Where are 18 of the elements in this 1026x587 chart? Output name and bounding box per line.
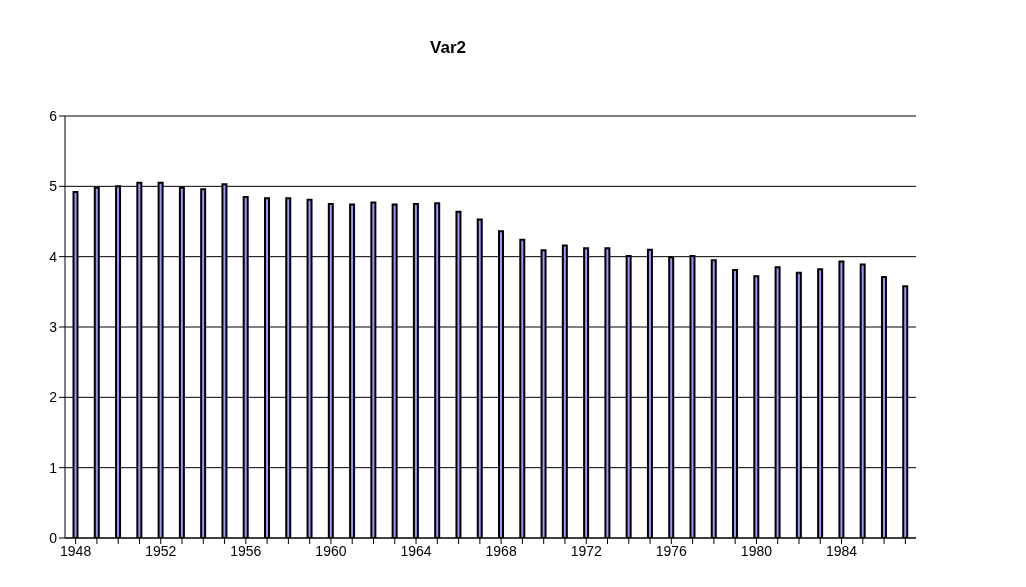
x-tick-label: 1956	[230, 542, 262, 559]
x-tick-label: 1964	[400, 542, 432, 559]
x-tick-label: 1968	[485, 542, 517, 559]
y-tick-label: 4	[49, 248, 58, 265]
x-tick-label: 1972	[570, 542, 603, 559]
y-tick-label: 0	[49, 529, 58, 546]
y-tick-label: 2	[49, 389, 58, 406]
x-tick-label: 1952	[145, 542, 177, 559]
y-tick-label: 1	[49, 459, 58, 476]
chart-title: Var2	[429, 38, 467, 58]
x-tick-label: 1980	[740, 542, 773, 559]
x-tick-label: 1948	[60, 542, 92, 559]
x-tick-label: 1976	[655, 542, 688, 559]
x-tick-label: 1960	[315, 542, 347, 559]
y-tick-label: 5	[49, 178, 58, 195]
y-tick-label: 3	[49, 318, 58, 335]
x-tick-label: 1984	[825, 542, 858, 559]
y-tick-label: 6	[49, 107, 58, 124]
